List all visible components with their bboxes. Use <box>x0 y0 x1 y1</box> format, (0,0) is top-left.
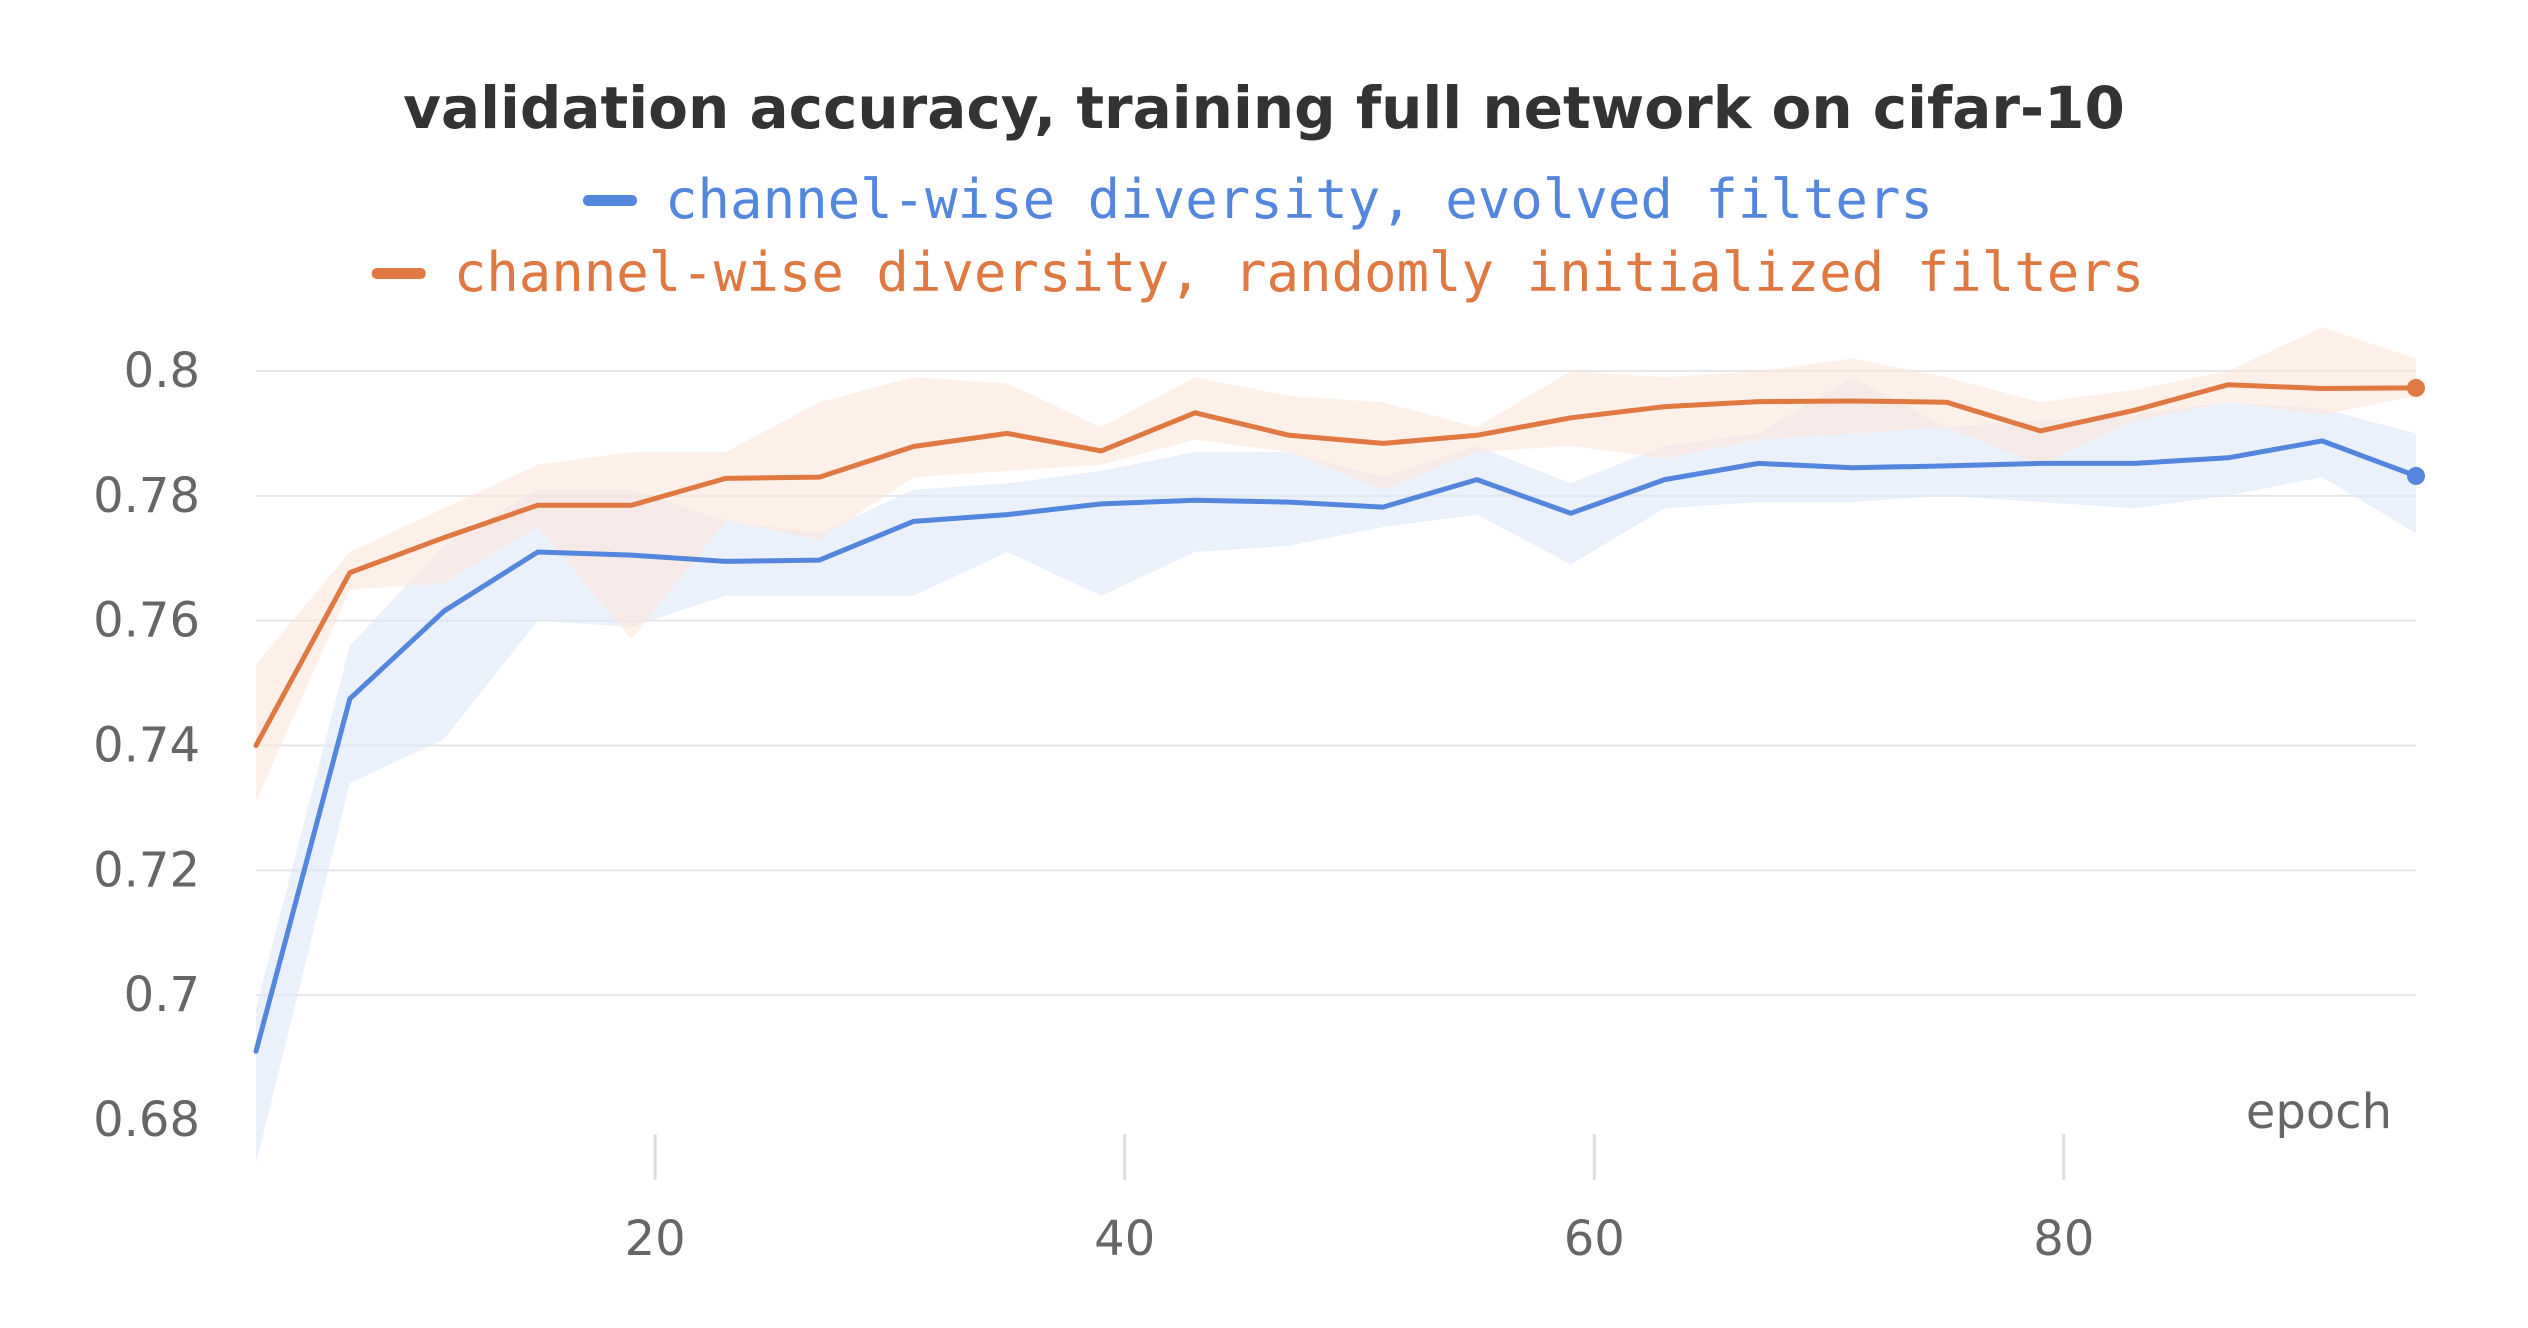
legend-label: channel-wise diversity, randomly initial… <box>454 241 2145 304</box>
x-axis-label: epoch <box>2246 1084 2392 1140</box>
x-tick-label: 60 <box>1564 1211 1625 1267</box>
y-tick-label: 0.7 <box>124 967 200 1023</box>
legend-item: channel-wise diversity, evolved filters <box>583 168 1933 231</box>
y-axis-ticks: 0.68 0.7 0.72 0.74 0.76 0.78 0.8 <box>93 343 200 1148</box>
chart-title: validation accuracy, training full netwo… <box>403 74 2125 142</box>
x-tick-label: 40 <box>1094 1211 1155 1267</box>
y-tick-label: 0.72 <box>93 842 200 898</box>
confidence-band <box>256 377 2416 1164</box>
confidence-band <box>256 327 2416 802</box>
y-tick-label: 0.68 <box>93 1092 200 1148</box>
y-tick-label: 0.74 <box>93 718 200 774</box>
series-end-marker <box>2407 466 2425 485</box>
x-axis-ticks: 20 40 60 80 <box>625 1134 2094 1267</box>
series-line <box>253 382 2419 748</box>
series-end-marker <box>2407 378 2425 397</box>
series-line <box>253 438 2419 1054</box>
series-lines <box>253 378 2425 1054</box>
confidence-bands <box>256 327 2416 1164</box>
y-tick-label: 0.78 <box>93 468 200 524</box>
legend: channel-wise diversity, evolved filters c… <box>371 168 2145 304</box>
legend-label: channel-wise diversity, evolved filters <box>665 168 1933 231</box>
y-tick-label: 0.76 <box>93 593 200 649</box>
legend-swatch <box>583 195 638 206</box>
y-tick-label: 0.8 <box>124 343 200 399</box>
x-tick-label: 20 <box>625 1211 686 1267</box>
legend-item: channel-wise diversity, randomly initial… <box>371 241 2145 304</box>
x-tick-label: 80 <box>2033 1211 2094 1267</box>
legend-swatch <box>371 268 426 279</box>
